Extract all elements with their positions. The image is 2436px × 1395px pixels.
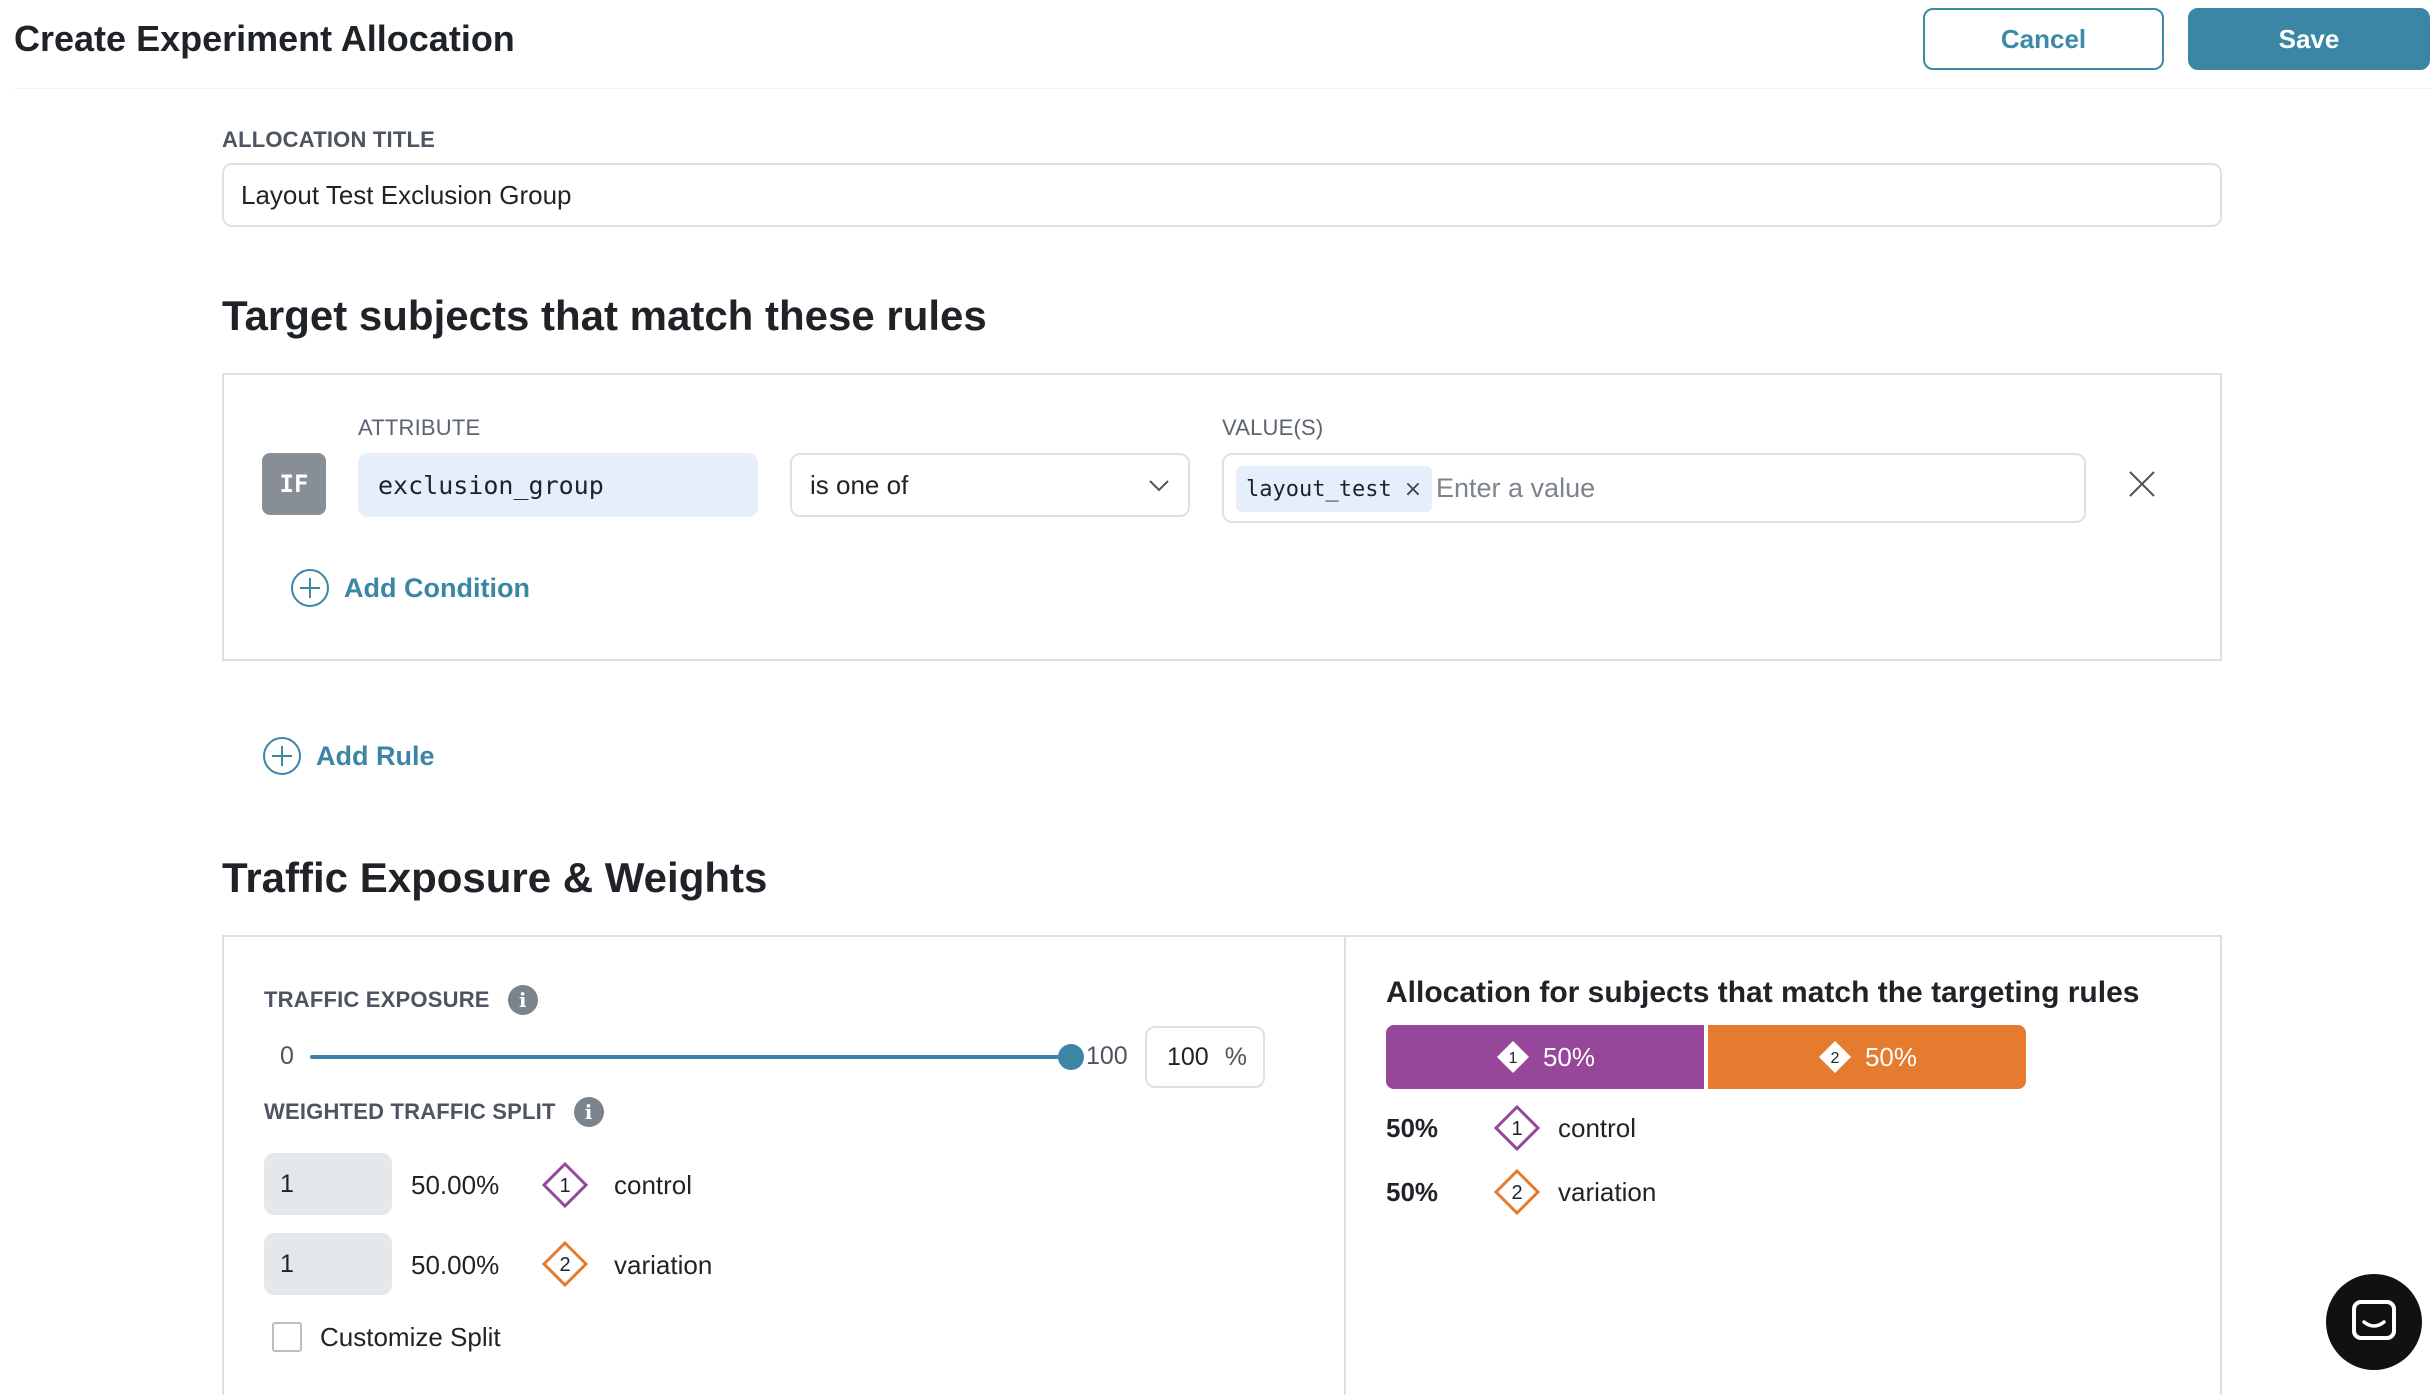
values-input[interactable]: layout_test × Enter a value bbox=[1222, 453, 2086, 523]
allocation-bar: 1 50% 2 50% bbox=[1386, 1025, 2026, 1089]
values-placeholder: Enter a value bbox=[1436, 473, 1596, 503]
customize-split-checkbox[interactable] bbox=[272, 1322, 302, 1352]
close-icon[interactable] bbox=[2126, 468, 2158, 500]
page-title: Create Experiment Allocation bbox=[14, 18, 515, 59]
exposure-percent-unit: % bbox=[1224, 1042, 1247, 1071]
traffic-heading: Traffic Exposure & Weights bbox=[222, 854, 768, 901]
allocation-title-label: ALLOCATION TITLE bbox=[222, 127, 435, 152]
plus-circle-icon bbox=[291, 569, 329, 607]
traffic-exposure-label: TRAFFIC EXPOSURE bbox=[264, 987, 490, 1012]
allocation-segment-variation: 2 50% bbox=[1708, 1025, 2026, 1089]
customize-split-label: Customize Split bbox=[320, 1322, 501, 1352]
weighted-split-header: WEIGHTED TRAFFIC SPLIT i bbox=[264, 1097, 604, 1127]
slider-min-label: 0 bbox=[280, 1042, 294, 1070]
add-condition-label: Add Condition bbox=[344, 572, 530, 603]
svg-text:2: 2 bbox=[1831, 1050, 1840, 1067]
exposure-percent-input[interactable]: 100 % bbox=[1145, 1026, 1265, 1088]
slider-max-label: 100 bbox=[1086, 1042, 1128, 1070]
exposure-slider-track[interactable] bbox=[310, 1055, 1070, 1059]
traffic-box bbox=[222, 935, 2222, 1395]
header-divider bbox=[14, 88, 2432, 89]
if-badge: IF bbox=[262, 453, 326, 515]
variant-name-variation: variation bbox=[614, 1250, 713, 1280]
svg-text:2: 2 bbox=[1511, 1182, 1522, 1204]
info-icon[interactable]: i bbox=[507, 985, 538, 1015]
split-percent-variation: 50.00% bbox=[411, 1250, 500, 1280]
allocation-segment-variation-pct: 50% bbox=[1864, 1041, 1918, 1072]
allocation-segment-control: 1 50% bbox=[1386, 1025, 1704, 1089]
legend-name-control: control bbox=[1558, 1113, 1637, 1143]
legend-name-variation: variation bbox=[1558, 1177, 1657, 1207]
operator-select[interactable]: is one of bbox=[790, 453, 1190, 517]
attribute-input[interactable]: exclusion_group bbox=[358, 453, 758, 517]
diamond-variant-icon: 1 bbox=[1496, 1041, 1529, 1073]
diamond-variant-icon: 1 bbox=[541, 1161, 589, 1209]
values-label: VALUE(S) bbox=[1222, 415, 1324, 440]
weight-input-variation[interactable]: 1 bbox=[264, 1233, 392, 1295]
traffic-divider bbox=[1344, 935, 1346, 1395]
split-percent-control: 50.00% bbox=[411, 1170, 500, 1200]
info-icon[interactable]: i bbox=[573, 1097, 604, 1127]
cancel-button[interactable]: Cancel bbox=[1923, 8, 2164, 70]
exposure-percent-value: 100 bbox=[1167, 1042, 1209, 1071]
chat-icon bbox=[2352, 1300, 2396, 1340]
allocation-summary-heading: Allocation for subjects that match the t… bbox=[1386, 976, 2140, 1009]
allocation-bar-gap bbox=[1704, 1025, 1708, 1089]
legend-pct-control: 50% bbox=[1386, 1113, 1439, 1143]
svg-text:1: 1 bbox=[559, 1175, 570, 1197]
exposure-slider-thumb[interactable] bbox=[1058, 1044, 1084, 1070]
diamond-variant-icon: 1 bbox=[1493, 1104, 1541, 1152]
add-condition-button[interactable]: Add Condition bbox=[290, 568, 530, 608]
add-rule-button[interactable]: Add Rule bbox=[262, 736, 435, 776]
legend-pct-variation: 50% bbox=[1386, 1177, 1439, 1207]
svg-text:2: 2 bbox=[559, 1254, 570, 1276]
diamond-variant-icon: 2 bbox=[1818, 1041, 1851, 1073]
value-chip-label: layout_test bbox=[1246, 476, 1392, 502]
traffic-exposure-header: TRAFFIC EXPOSURE i bbox=[264, 985, 538, 1015]
operator-value: is one of bbox=[810, 469, 909, 500]
targeting-heading: Target subjects that match these rules bbox=[222, 292, 987, 339]
weighted-split-label: WEIGHTED TRAFFIC SPLIT bbox=[264, 1099, 556, 1124]
diamond-variant-icon: 2 bbox=[541, 1240, 589, 1288]
save-button[interactable]: Save bbox=[2188, 8, 2430, 70]
chat-launcher-button[interactable] bbox=[2326, 1274, 2422, 1370]
weight-input-control[interactable]: 1 bbox=[264, 1153, 392, 1215]
svg-text:1: 1 bbox=[1511, 1118, 1522, 1140]
attribute-label: ATTRIBUTE bbox=[358, 415, 481, 440]
variant-name-control: control bbox=[614, 1170, 693, 1200]
allocation-segment-control-pct: 50% bbox=[1542, 1041, 1596, 1072]
value-chip: layout_test × bbox=[1236, 466, 1433, 512]
plus-circle-icon bbox=[263, 737, 301, 775]
add-rule-label: Add Rule bbox=[316, 740, 435, 771]
remove-chip-icon[interactable]: × bbox=[1403, 476, 1423, 502]
allocation-title-input[interactable]: Layout Test Exclusion Group bbox=[222, 163, 2222, 227]
chevron-down-icon bbox=[1149, 480, 1169, 492]
svg-text:1: 1 bbox=[1509, 1050, 1518, 1067]
diamond-variant-icon: 2 bbox=[1493, 1168, 1541, 1216]
